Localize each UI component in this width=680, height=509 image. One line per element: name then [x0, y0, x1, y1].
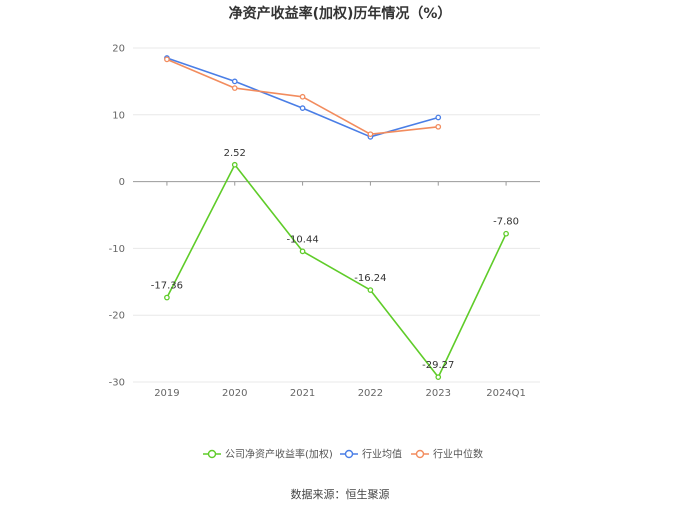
- data-label: -7.80: [493, 217, 519, 228]
- data-point: [435, 374, 442, 380]
- data-labels: -17.36 2.52 -10.44 -16.24 -29.27 -7.80: [151, 148, 519, 371]
- data-label: -10.44: [286, 234, 318, 245]
- data-point: [299, 248, 306, 255]
- legend-marker: [415, 449, 425, 459]
- y-tick-label: 0: [119, 177, 125, 188]
- chart-title: 净资产收益率(加权)历年情况（%）: [229, 5, 452, 22]
- x-tick-label: 2023: [426, 388, 451, 399]
- x-tick-label: 2020: [222, 388, 247, 399]
- y-tick-label: -10: [109, 244, 125, 255]
- data-point: [367, 287, 374, 293]
- series-line-0: [166, 164, 507, 378]
- x-tick-label: 2022: [358, 388, 383, 399]
- data-point: [231, 78, 238, 85]
- data-point: [231, 85, 238, 91]
- axes: 20 10 0 -10 -20 -30 2019 2020 2021 2022 2023 2024Q1: [109, 44, 540, 399]
- data-point: [435, 123, 442, 130]
- source-note: 数据来源：恒生聚源: [291, 487, 390, 501]
- y-tick-label: 20: [112, 44, 125, 55]
- data-point: [367, 131, 374, 138]
- data-point: [503, 230, 509, 237]
- legend-marker: [207, 449, 217, 459]
- data-point: [435, 114, 442, 121]
- data-point: [164, 56, 170, 63]
- legend-label: 公司净资产收益率(加权): [225, 448, 333, 461]
- data-label: 2.52: [224, 148, 246, 159]
- legend-label: 行业中位数: [433, 448, 483, 461]
- legend-marker: [344, 449, 354, 459]
- data-point: [299, 105, 306, 111]
- legend: 公司净资产收益率(加权) 行业均值 行业中位数: [203, 448, 483, 461]
- legend-label: 行业均值: [362, 448, 402, 461]
- data-label: -16.24: [354, 273, 386, 284]
- y-tick-label: 10: [112, 110, 125, 121]
- data-point: [231, 161, 238, 168]
- data-point: [164, 294, 170, 301]
- series-lines: [164, 55, 509, 380]
- data-label: -17.36: [151, 281, 183, 292]
- x-tick-label: 2021: [290, 388, 315, 399]
- data-point: [299, 93, 306, 100]
- grid-lines: [133, 47, 540, 383]
- x-tick-label: 2019: [154, 388, 179, 399]
- y-tick-label: -30: [109, 378, 125, 389]
- y-tick-label: -20: [109, 311, 125, 322]
- data-label: -29.27: [422, 360, 454, 371]
- x-tick-label: 2024Q1: [486, 388, 526, 399]
